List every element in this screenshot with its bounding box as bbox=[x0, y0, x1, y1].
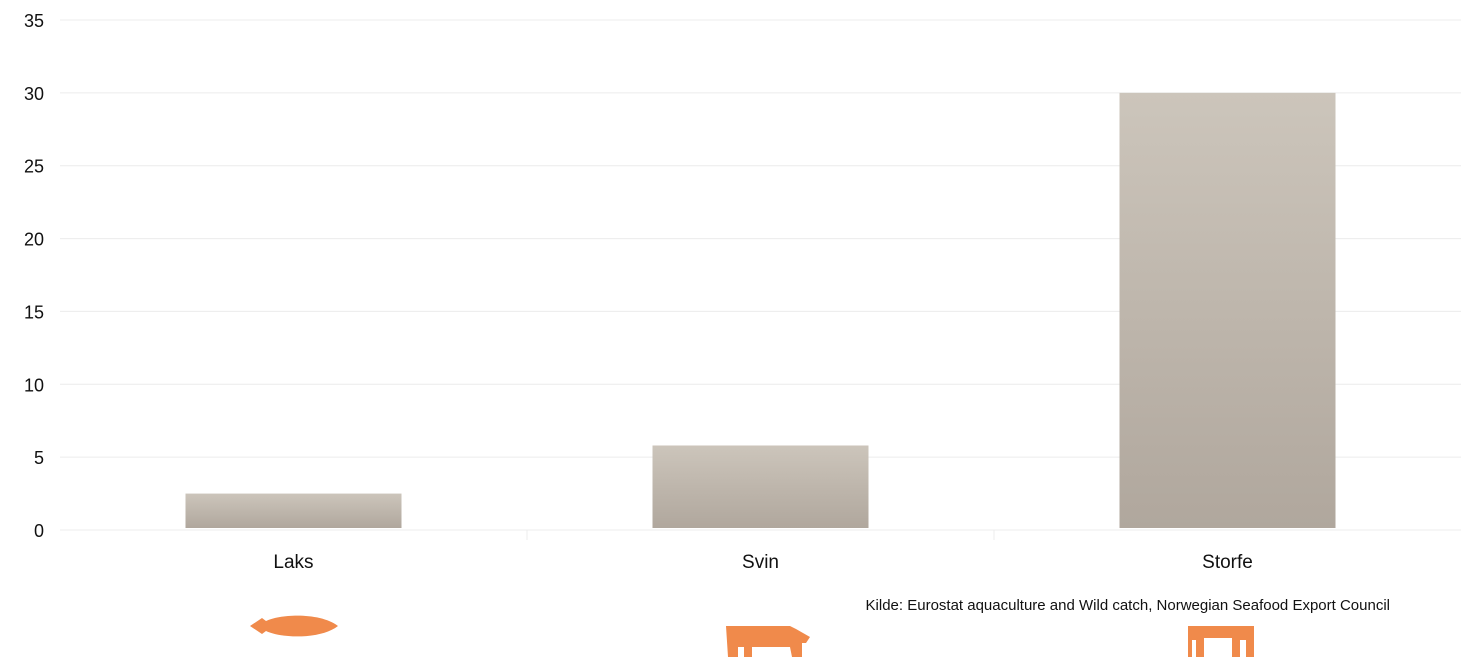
y-tick-label: 35 bbox=[24, 11, 44, 31]
y-tick-label: 30 bbox=[24, 84, 44, 104]
cow-icon bbox=[1188, 626, 1254, 657]
x-category-label: Laks bbox=[273, 552, 313, 573]
x-category-label: Storfe bbox=[1202, 552, 1253, 573]
y-axis-tick-labels: 0 5 10 15 20 25 30 35 bbox=[24, 11, 44, 541]
x-category-label: Svin bbox=[742, 552, 779, 573]
bars bbox=[185, 92, 1336, 528]
pig-icon bbox=[726, 626, 810, 657]
y-tick-label: 5 bbox=[34, 448, 44, 468]
source-note: Kilde: Eurostat aquaculture and Wild cat… bbox=[866, 597, 1390, 614]
y-tick-label: 25 bbox=[24, 157, 44, 177]
y-tick-label: 10 bbox=[24, 375, 44, 395]
x-axis-category-labels: Laks Svin Storfe bbox=[273, 552, 1252, 573]
salmon-icon bbox=[250, 615, 338, 637]
y-tick-label: 20 bbox=[24, 230, 44, 250]
bar-laks bbox=[185, 493, 402, 528]
y-tick-label: 0 bbox=[34, 521, 44, 541]
y-tick-label: 15 bbox=[24, 302, 44, 322]
gridlines bbox=[60, 19, 1461, 540]
bar-storfe bbox=[1119, 92, 1336, 528]
bar-svin bbox=[652, 445, 869, 528]
category-icons bbox=[250, 615, 1254, 657]
